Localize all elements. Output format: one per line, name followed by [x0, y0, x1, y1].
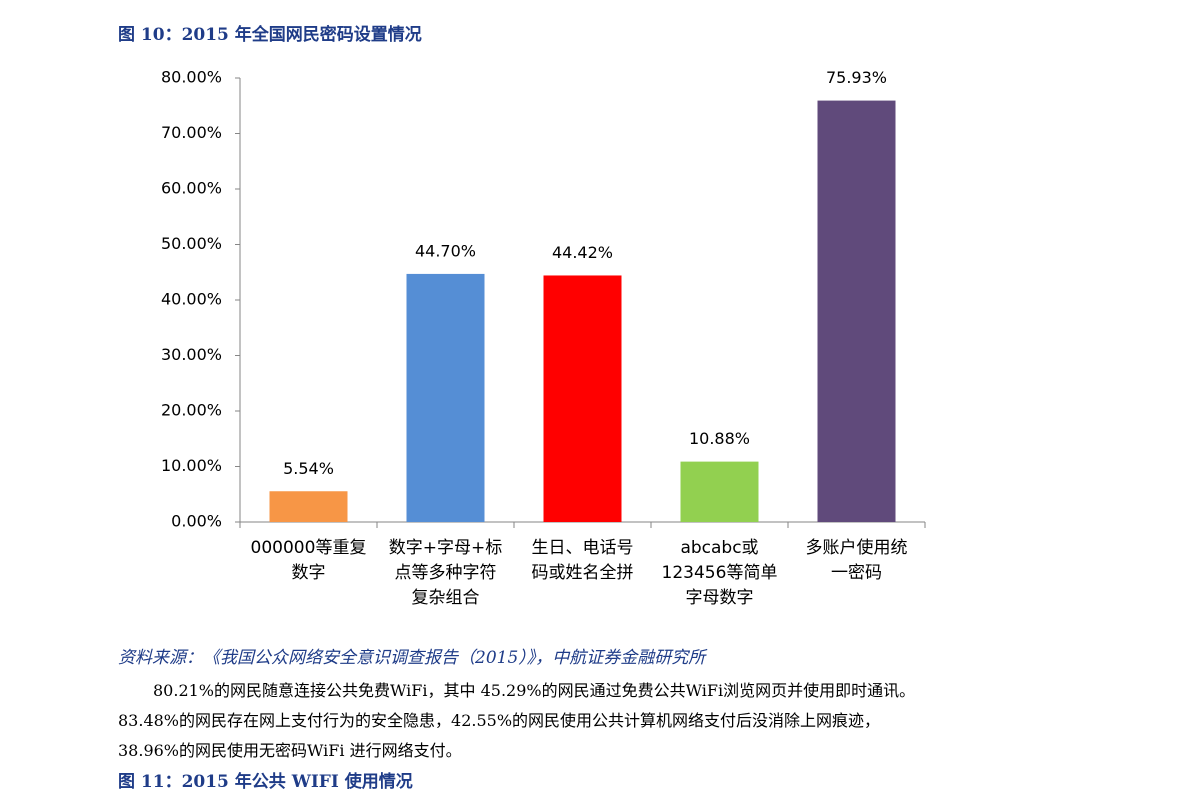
x-tick-label: abcabc或 123456等简单 字母数字	[661, 538, 778, 608]
y-tick-label: 70.00%	[161, 123, 222, 142]
bar	[680, 461, 759, 522]
y-tick-label: 20.00%	[161, 401, 222, 420]
value-label: 5.54%	[283, 459, 334, 478]
value-label: 10.88%	[689, 429, 750, 448]
y-tick-label: 0.00%	[171, 512, 222, 531]
bar	[269, 491, 348, 522]
y-tick-label: 30.00%	[161, 345, 222, 364]
value-label: 44.70%	[415, 241, 476, 260]
figure-title: 图 10：2015 年全国网民密码设置情况	[118, 25, 422, 45]
bar	[817, 100, 896, 522]
paragraph-line: 38.96%的网民使用无密码WiFi 进行网络支付。	[118, 741, 462, 760]
y-tick-label: 40.00%	[161, 290, 222, 309]
y-tick-label: 10.00%	[161, 456, 222, 475]
x-tick-label: 数字+字母+标 点等多种字符 复杂组合	[388, 538, 503, 608]
paragraph-line: 80.21%的网民随意连接公共免费WiFi，其中 45.29%的网民通过免费公共…	[153, 681, 916, 700]
x-tick-label: 000000等重复 数字	[250, 538, 367, 583]
x-tick-label: 生日、电话号 码或姓名全拼	[531, 538, 634, 583]
x-tick-label: 多账户使用统 一密码	[805, 538, 908, 583]
value-label: 44.42%	[552, 243, 613, 262]
y-tick-label: 80.00%	[161, 68, 222, 87]
chart: 0.00% 10.00% 20.00% 30.00% 40.00% 50.00% 60.00…	[161, 68, 926, 531]
y-tick-label: 60.00%	[161, 179, 222, 198]
source: 资料来源：《我国公众网络安全意识调查报告（2015）》，中航证券金融研究所	[118, 648, 706, 668]
y-tick-label: 50.00%	[161, 234, 222, 253]
bar	[543, 275, 622, 522]
value-label: 75.93%	[826, 68, 887, 87]
figure-title: 图 11：2015 年公共 WIFI 使用情况	[118, 772, 413, 792]
paragraph-line: 83.48%的网民存在网上支付行为的安全隐患，42.55%的网民使用公共计算机网…	[118, 711, 881, 730]
bar	[406, 273, 485, 522]
